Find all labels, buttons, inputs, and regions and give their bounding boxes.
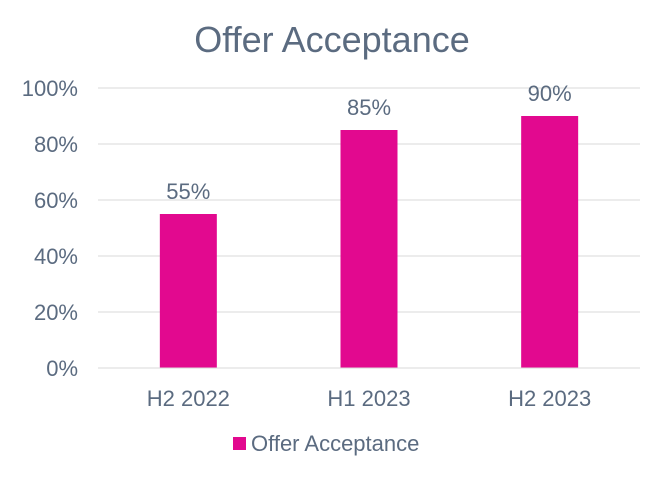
y-axis: 0% 20% 40% 60% 80% 100% bbox=[22, 76, 78, 381]
x-tick-label: H2 2022 bbox=[147, 386, 230, 411]
legend-label: Offer Acceptance bbox=[251, 431, 419, 456]
bars: 55% 85% 90% bbox=[159, 81, 579, 368]
chart-title: Offer Acceptance bbox=[194, 19, 470, 60]
bar bbox=[340, 130, 398, 368]
y-tick-label: 0% bbox=[46, 356, 78, 381]
y-tick-label: 20% bbox=[34, 300, 78, 325]
y-tick-label: 40% bbox=[34, 244, 78, 269]
x-tick-label: H1 2023 bbox=[327, 386, 410, 411]
bar bbox=[159, 214, 217, 368]
x-axis: H2 2022 H1 2023 H2 2023 bbox=[98, 367, 640, 411]
legend-swatch bbox=[233, 437, 246, 450]
y-tick-label: 100% bbox=[22, 76, 78, 101]
y-tick-label: 60% bbox=[34, 188, 78, 213]
bar bbox=[521, 116, 579, 368]
y-tick-label: 80% bbox=[34, 132, 78, 157]
data-label: 90% bbox=[528, 81, 572, 106]
legend: Offer Acceptance bbox=[233, 431, 419, 456]
data-label: 85% bbox=[347, 95, 391, 120]
x-tick-label: H2 2023 bbox=[508, 386, 591, 411]
data-label: 55% bbox=[166, 179, 210, 204]
